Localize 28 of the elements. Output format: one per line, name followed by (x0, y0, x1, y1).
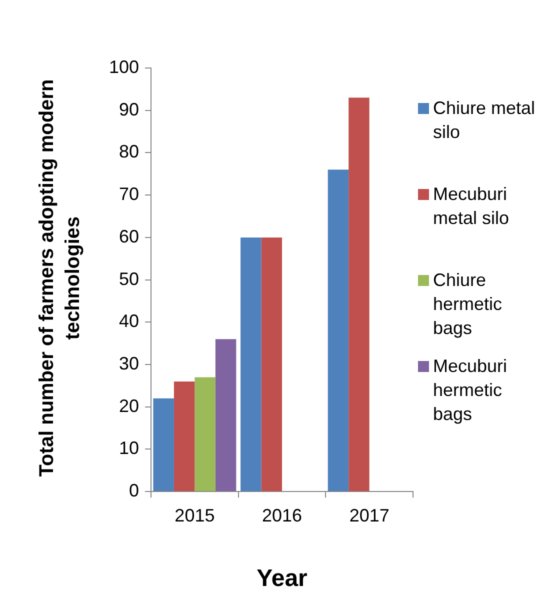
y-axis-title: Total number of farmers adopting modern technologies (35, 78, 85, 479)
y-tick-label: 70 (119, 184, 140, 204)
x-tick-label: 2016 (262, 505, 302, 526)
bar (174, 381, 195, 492)
y-tick-label: 80 (119, 142, 140, 162)
y-tick-label: 10 (119, 438, 140, 458)
bar (261, 237, 282, 492)
y-tick-label: 60 (119, 226, 140, 246)
y-tick-label: 40 (119, 311, 140, 332)
y-tick-label: 50 (119, 268, 140, 289)
bar (348, 98, 370, 492)
x-tick-label: 2017 (349, 505, 390, 526)
legend-label: Chiure metal silo (433, 97, 536, 144)
bar (328, 170, 349, 492)
y-tick-label: 90 (119, 99, 140, 120)
legend-label: Mecuburi metal silo (433, 183, 510, 230)
y-tick-label: 0 (129, 480, 140, 501)
bar (240, 237, 262, 492)
y-tick-label: 20 (119, 396, 140, 416)
x-axis-title: Year (256, 565, 308, 592)
bar (194, 377, 216, 492)
y-tick-label: 30 (119, 353, 140, 374)
bar (215, 339, 236, 492)
legend-label: Chiure hermetic bags (433, 269, 504, 340)
bar (153, 398, 174, 492)
y-tick-label: 100 (108, 56, 140, 77)
legend-label: Mecuburi hermetic bags (433, 355, 508, 426)
x-tick-label: 2015 (174, 505, 215, 526)
